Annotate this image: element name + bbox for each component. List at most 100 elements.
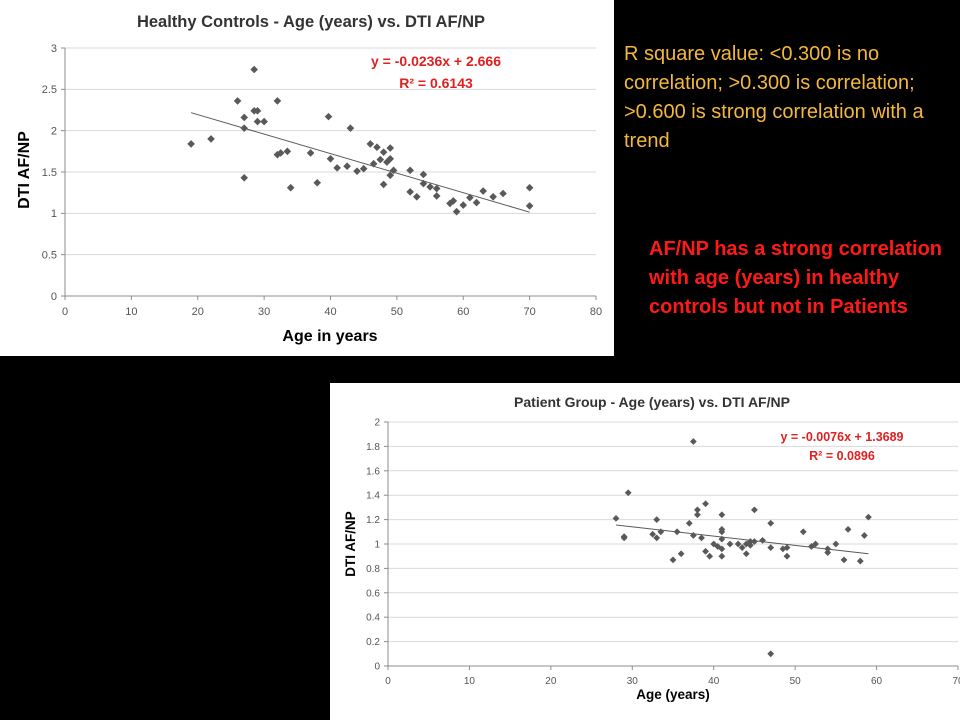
data-point [412,193,421,201]
data-point [702,547,709,555]
axes [61,47,597,300]
data-point [432,192,441,200]
r-squared-value: R² = 0.6143 [399,75,473,91]
data-point [844,525,852,533]
x-tick-label: 50 [790,676,802,687]
y-tick-label: 1.8 [366,442,380,453]
data-point [499,189,507,198]
data-point [207,135,215,143]
data-point [273,97,282,105]
healthy-controls-scatter-chart: 0 0.5 1 1.5 2 2.5 3 0 10 20 30 40 50 60 70 80 Healthy … [16,13,602,345]
x-tick-label: 60 [457,306,469,318]
data-point [260,117,268,126]
axes [384,421,959,670]
data-point [240,173,249,182]
y-tick-label: 0.5 [42,250,57,262]
data-point [250,65,258,74]
data-point [865,513,872,521]
y-axis-label: DTI AF/NP [16,131,33,209]
data-point [689,532,697,539]
data-point [612,514,620,522]
data-point [685,519,693,527]
x-tick-label: 20 [545,676,557,687]
data-point [767,544,775,552]
data-point [426,183,434,191]
data-point [689,438,697,445]
data-point [386,154,395,163]
x-tick-label: 0 [62,306,68,318]
y-tick-label: 1.6 [366,466,380,477]
x-tick-label: 70 [524,306,536,318]
y-tick-label: 0.4 [366,613,380,624]
data-point [620,534,628,542]
x-tick-label: 50 [391,306,403,318]
x-axis-label: Age in years [282,328,377,345]
x-tick-label: 20 [192,306,204,318]
data-point [832,540,840,548]
y-tick-label: 3 [51,43,57,55]
data-point [673,528,681,536]
chart-title: Patient Group - Age (years) vs. DTI AF/N… [514,394,790,410]
data-point [379,180,388,189]
y-tick-label: 0.2 [366,637,380,648]
data-point [343,162,351,171]
data-point [389,166,398,175]
data-point [824,549,832,556]
data-point [706,552,714,560]
x-tick-label: 40 [324,306,336,318]
x-tick-label: 30 [258,306,270,318]
data-point [373,143,381,151]
x-tick-labels: 0 10 20 30 40 50 60 70 [385,676,960,687]
data-point [746,541,754,549]
data-point [738,544,746,552]
data-point [702,500,709,508]
data-point [466,193,474,202]
data-point [783,544,791,552]
data-point [449,197,458,205]
data-point [313,178,322,187]
data-point [840,556,848,564]
y-tick-label: 1.4 [366,491,380,502]
data-point [718,545,726,553]
data-point [383,158,391,166]
data-point [694,506,701,514]
data-point [233,97,242,105]
y-tick-label: 0.6 [366,588,380,599]
y-tick-label: 1 [51,208,57,220]
regression-equation: y = -0.0236x + 2.666 [371,53,501,69]
data-point [726,540,734,548]
x-tick-label: 30 [627,676,639,687]
data-point [253,117,262,126]
conclusion-note: AF/NP has a strong correlation with age … [649,238,943,318]
data-point [366,140,375,148]
x-tick-label: 10 [125,306,137,318]
y-axis-label: DTI AF/NP [343,511,358,577]
data-point [653,534,661,542]
data-point [187,140,195,148]
data-point [333,164,341,172]
data-point [860,532,868,539]
y-tick-labels: 0 0.5 1 1.5 2 2.5 3 [42,43,57,303]
data-point [369,159,378,168]
data-point [812,540,819,548]
data-point [751,506,758,514]
data-point [759,536,766,544]
data-point [273,150,282,159]
x-tick-label: 60 [871,676,883,687]
data-point [779,545,787,553]
data-point [718,511,726,519]
x-tick-label: 0 [385,676,391,687]
data-point [240,124,249,132]
x-tick-label: 40 [708,676,720,687]
data-points [187,65,534,216]
data-point [479,187,487,195]
y-tick-label: 1.5 [42,167,57,179]
data-point [653,516,661,523]
data-point [525,183,534,192]
data-point [406,166,414,175]
data-point [306,149,315,157]
data-point [379,148,388,156]
y-tick-labels: 0 0.2 0.4 0.6 0.8 1 1.2 1.4 1.6 1.8 2 [366,418,380,673]
x-tick-label: 10 [464,676,476,687]
gridlines [65,47,596,256]
